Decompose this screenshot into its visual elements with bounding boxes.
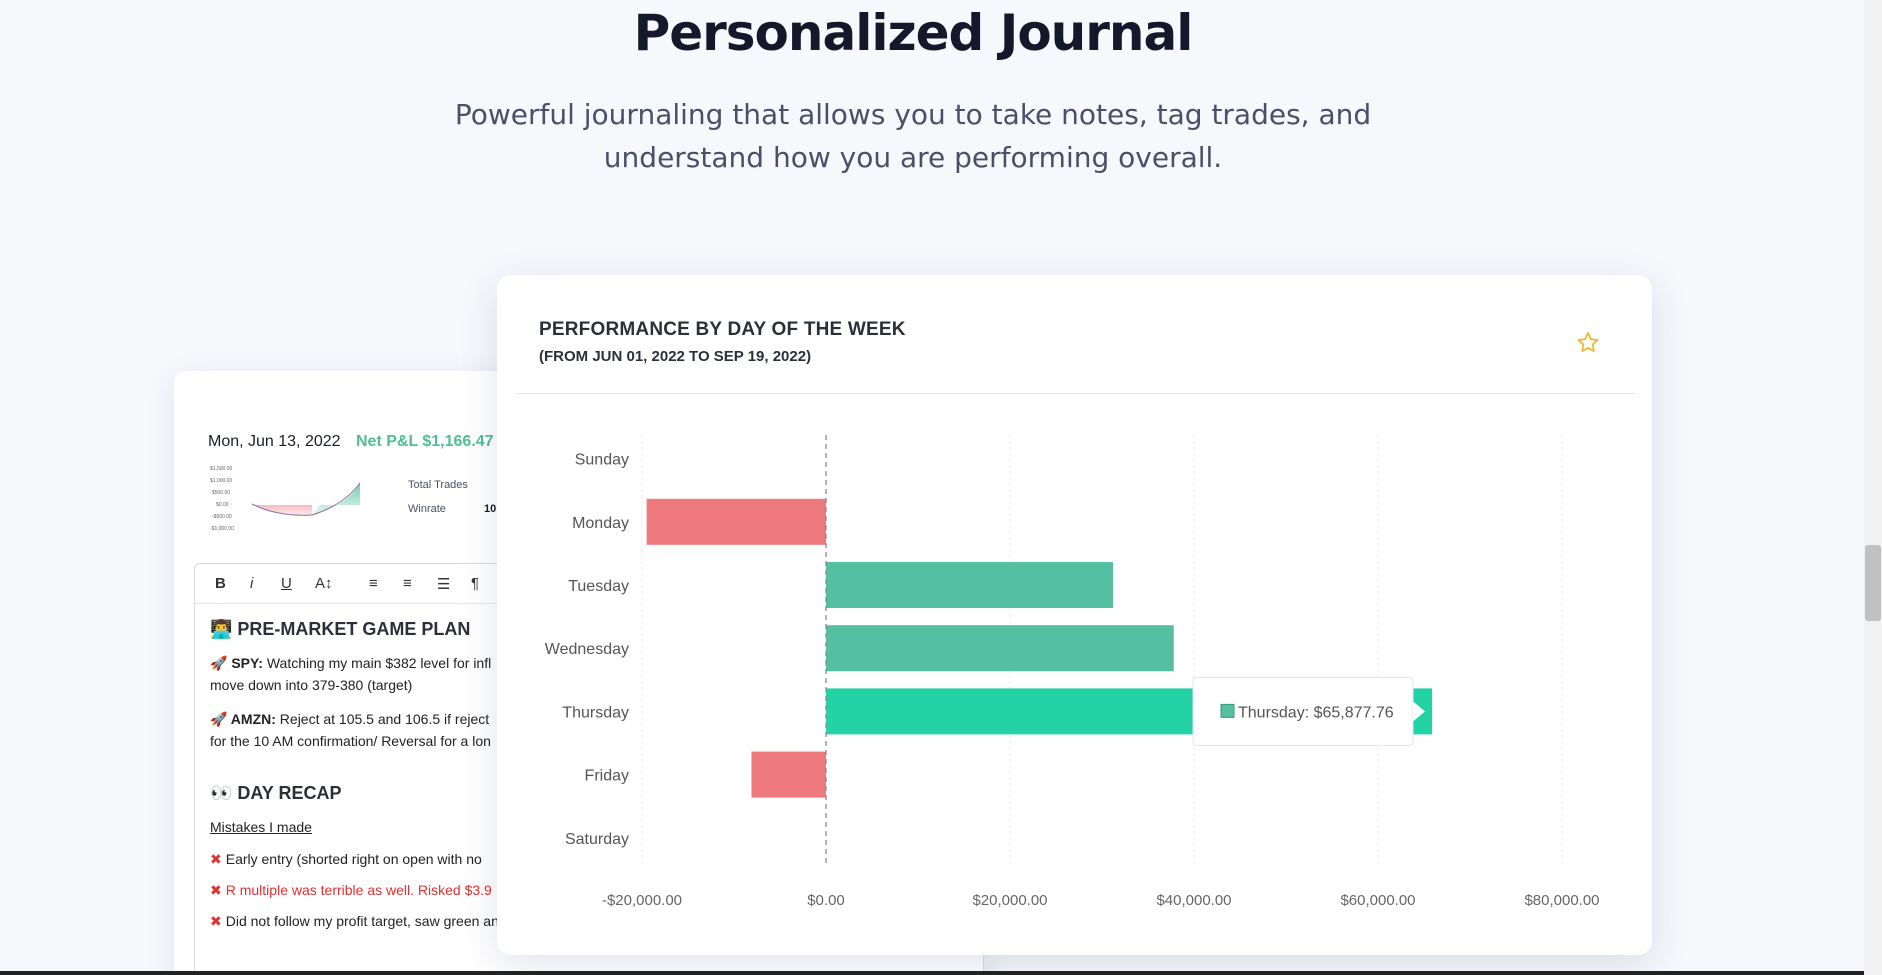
mini-tick: $1,000.00: [210, 478, 232, 484]
spy-text: Watching my main $382 level for infl: [262, 655, 492, 671]
paragraph-button[interactable]: ¶: [471, 575, 480, 592]
mini-pnl-chart: $1,500.00 $1,000.00 $500.00 $0.00 -$500.…: [210, 466, 361, 532]
cross-icon: ✖: [210, 882, 222, 898]
x-tick-label: $40,000.00: [1156, 892, 1231, 909]
x-tick-label: $60,000.00: [1340, 892, 1415, 909]
mistake-item: ✖ Early entry (shorted right on open with…: [210, 848, 970, 870]
y-tick-label: Tuesday: [568, 578, 629, 595]
mistake-text: R multiple was terrible as well. Risked …: [225, 882, 492, 898]
tooltip-arrow: [1413, 701, 1425, 722]
performance-date-range: (FROM JUN 01, 2022 TO SEP 19, 2022): [539, 348, 812, 365]
mistake-item: ✖ R multiple was terrible as well. Risked…: [210, 879, 970, 901]
underline-button[interactable]: U: [281, 575, 292, 592]
mini-tick: $0.00: [216, 502, 229, 508]
bar-friday: [751, 751, 826, 798]
align-left-button[interactable]: ≡: [369, 575, 378, 592]
notes-editor[interactable]: B i U A↕ ≡ ≡ ☰ ¶ 👨‍💻 PRE-MARKET GAME PLA…: [194, 563, 984, 975]
y-tick-label: Thursday: [562, 704, 629, 721]
mistake-text: Early entry (shorted right on open with …: [225, 851, 482, 867]
amzn-text-2: for the 10 AM confirmation/ Reversal for…: [210, 733, 491, 749]
card-divider: [515, 393, 1635, 394]
mistakes-label: Mistakes I made: [210, 819, 312, 835]
page-subtitle: Powerful journaling that allows you to t…: [454, 98, 1372, 174]
net-pnl: Net P&L $1,166.47: [356, 433, 494, 450]
premarket-heading: 👨‍💻 PRE-MARKET GAME PLAN: [210, 619, 471, 639]
spy-text-2: move down into 379-380 (target): [210, 677, 413, 693]
bar-monday: [646, 498, 826, 545]
spy-note: 🚀 SPY: Watching my main $382 level for i…: [210, 652, 970, 696]
bar-wednesday: [826, 625, 1174, 672]
stat-total-trades-label: Total Trades: [408, 479, 468, 491]
amzn-note: 🚀 AMZN: Reject at 105.5 and 106.5 if rej…: [210, 708, 970, 752]
cross-icon: ✖: [210, 913, 222, 929]
y-tick-label: Friday: [585, 768, 629, 785]
amzn-text: Reject at 105.5 and 106.5 if reject: [275, 711, 490, 727]
cross-icon: ✖: [210, 851, 222, 867]
y-tick-label: Monday: [572, 515, 629, 532]
performance-card: PERFORMANCE BY DAY OF THE WEEK (FROM JUN…: [497, 275, 1652, 955]
mini-tick: -$1,000.00: [210, 526, 234, 532]
y-tick-label: Wednesday: [545, 641, 629, 658]
scrollbar-thumb[interactable]: [1865, 545, 1881, 621]
font-size-button[interactable]: A↕: [315, 575, 333, 592]
recap-heading: 👀 DAY RECAP: [210, 783, 342, 803]
y-tick-label: Sunday: [575, 452, 629, 469]
editor-content[interactable]: 👨‍💻 PRE-MARKET GAME PLAN 🚀 SPY: Watching…: [210, 618, 970, 941]
spy-label: 🚀 SPY:: [210, 655, 263, 671]
bold-button[interactable]: B: [215, 575, 226, 592]
align-center-button[interactable]: ≡: [403, 575, 412, 592]
page-title: Personalized Journal: [633, 4, 1194, 62]
x-tick-label: $0.00: [807, 892, 845, 909]
amzn-label: 🚀 AMZN:: [210, 711, 276, 727]
performance-bar-chart: -$20,000.00 $0.00 $20,000.00 $40,000.00 $60,…: [545, 435, 1600, 909]
scrollbar-track[interactable]: [1864, 0, 1882, 975]
stat-winrate-label: Winrate: [408, 503, 446, 515]
tooltip-swatch: [1220, 703, 1235, 718]
performance-title: PERFORMANCE BY DAY OF THE WEEK: [539, 319, 906, 340]
x-tick-label: $20,000.00: [972, 892, 1047, 909]
x-tick-label: $80,000.00: [1524, 892, 1599, 909]
bar-tuesday: [826, 562, 1114, 608]
y-tick-label: Saturday: [565, 831, 629, 848]
tooltip-text: Thursday: $65,877.76: [1238, 704, 1394, 721]
bottom-edge: [0, 971, 1864, 975]
mini-tick: -$500.00: [212, 514, 232, 520]
stat-winrate-value: 10: [484, 503, 497, 515]
star-outline-icon[interactable]: [1575, 330, 1601, 356]
italic-button[interactable]: i: [250, 575, 254, 592]
x-tick-label: -$20,000.00: [602, 892, 682, 909]
mini-tick: $1,500.00: [210, 466, 232, 472]
journal-date: Mon, Jun 13, 2022: [208, 433, 341, 450]
mini-tick: $500.00: [212, 490, 230, 496]
list-button[interactable]: ☰: [437, 576, 451, 593]
